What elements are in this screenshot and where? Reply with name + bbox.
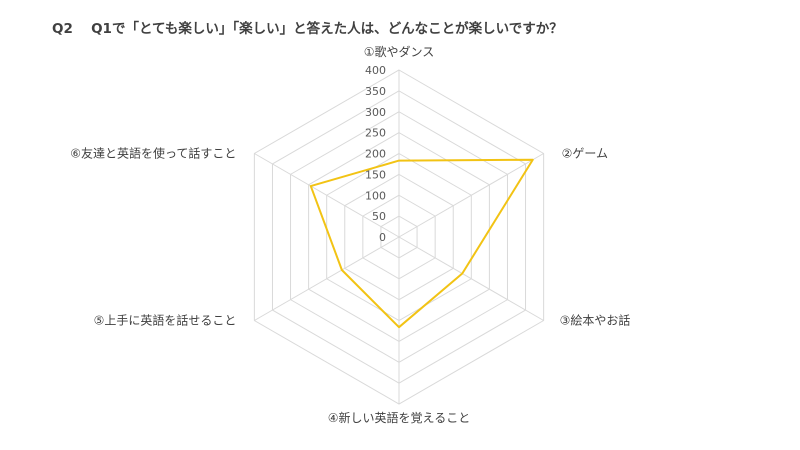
tick-label: 350 [365, 85, 386, 98]
grid-spoke [398, 153, 544, 238]
category-label: ⑥友達と英語を使って話すこと [70, 146, 236, 161]
tick-label: 300 [365, 106, 386, 119]
category-label: ②ゲーム [562, 147, 608, 161]
tick-label: 50 [372, 210, 386, 223]
tick-label: 250 [365, 127, 386, 140]
category-label: ⑤上手に英語を話せること [94, 313, 237, 328]
category-label: ④新しい英語を覚えること [328, 410, 470, 425]
tick-label: 100 [365, 189, 386, 202]
grid-spoke [254, 153, 400, 238]
category-label: ③絵本やお話 [560, 313, 631, 328]
tick-label: 150 [365, 168, 386, 181]
grid-spoke [254, 236, 400, 321]
tick-label: 400 [365, 64, 386, 77]
tick-label: 200 [365, 148, 386, 161]
category-label: ①歌やダンス [364, 44, 435, 59]
tick-label: 0 [379, 231, 386, 244]
chart-title: Q2 Q1で「とても楽しい」「楽しい」と答えた人は、どんなことが楽しいですか？ [52, 21, 563, 37]
grid-spoke [398, 236, 544, 321]
